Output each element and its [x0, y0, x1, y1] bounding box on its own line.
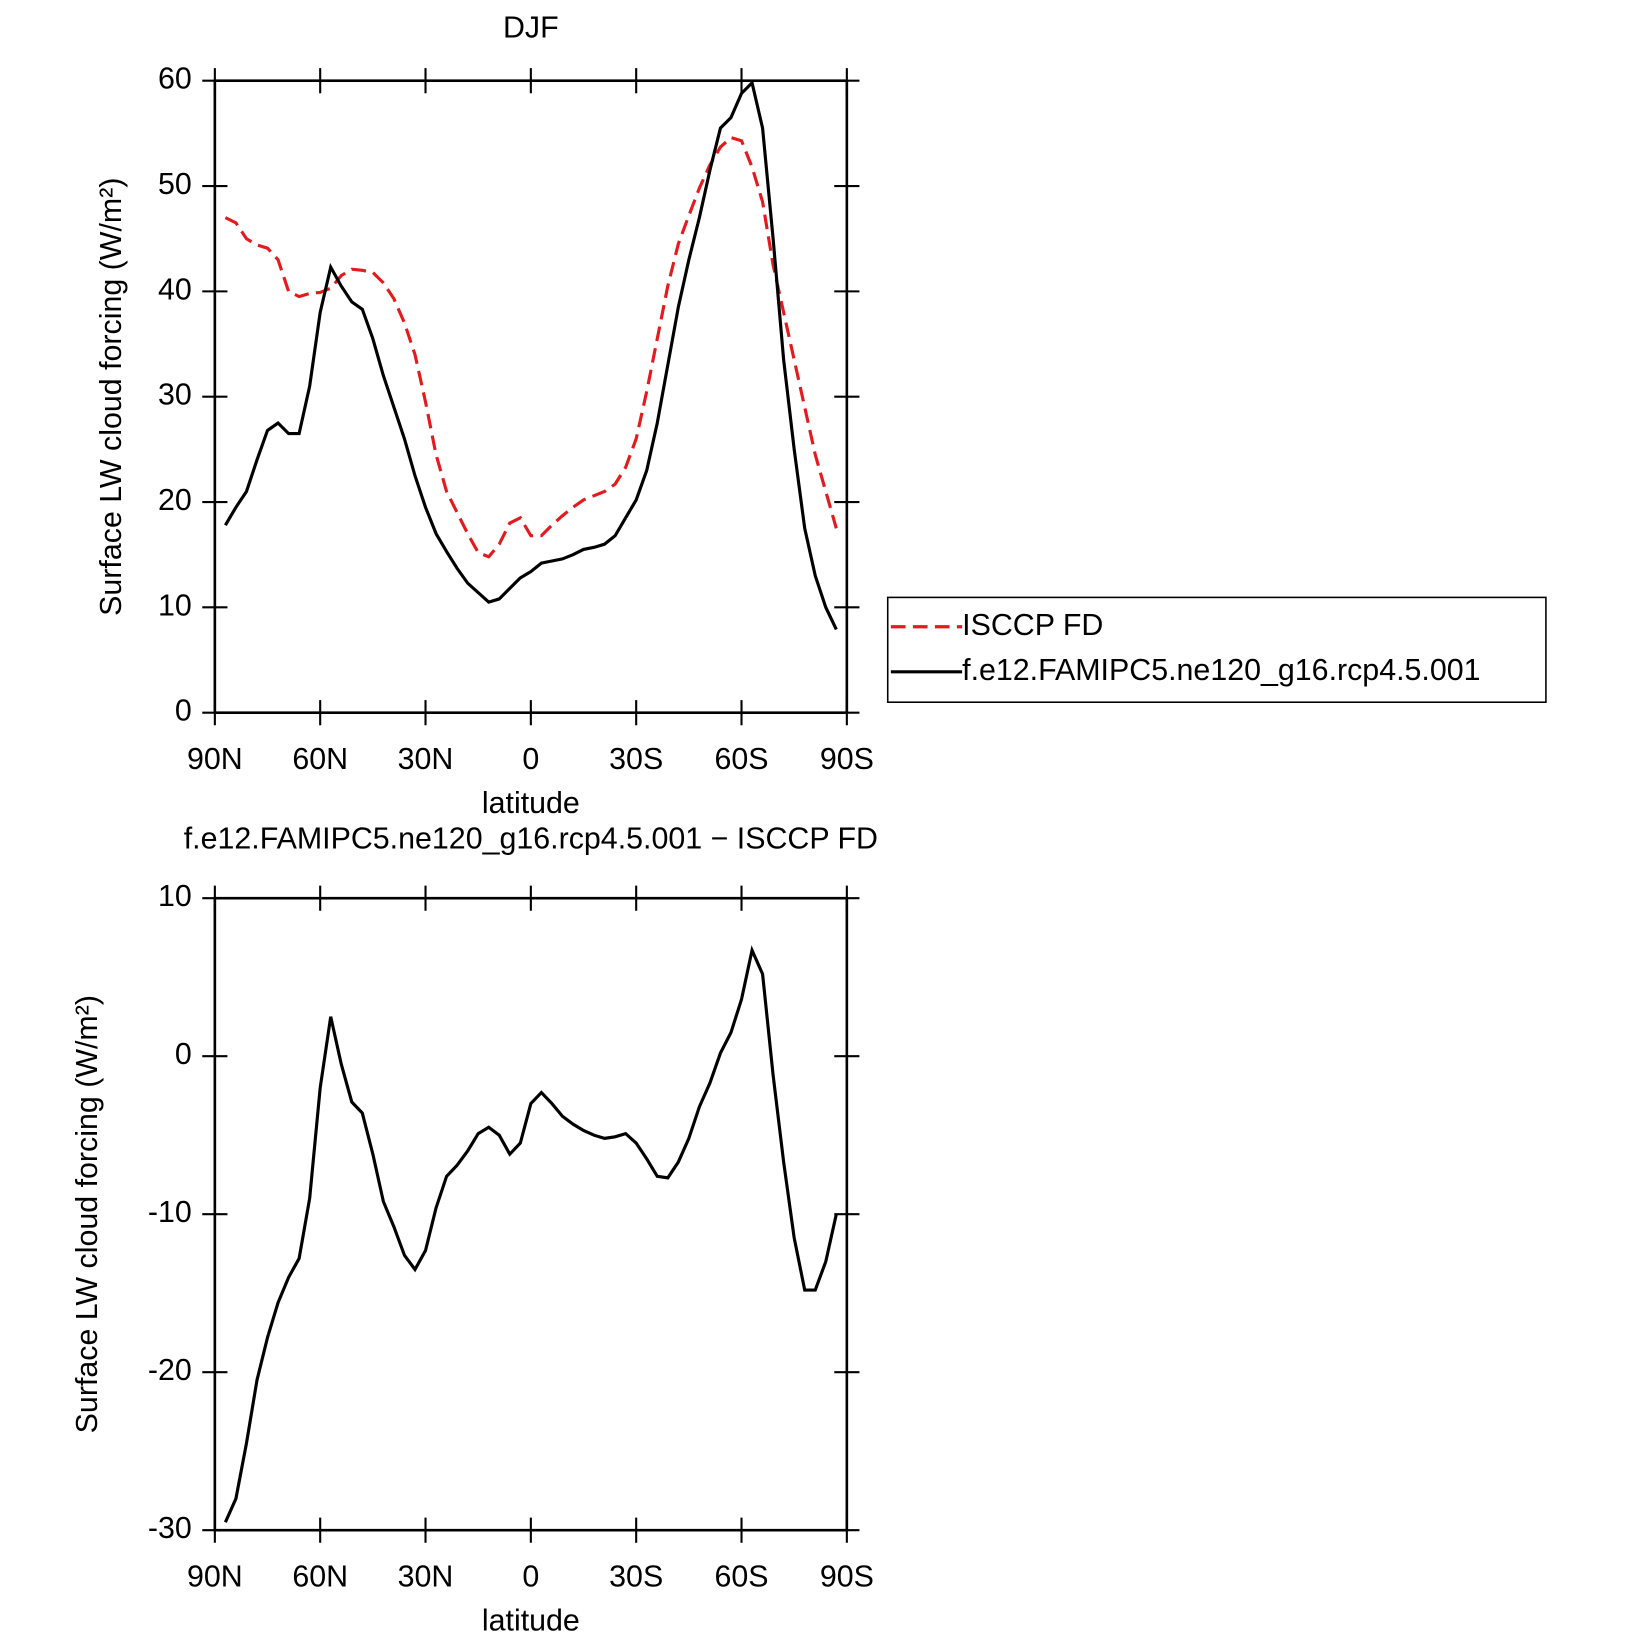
x-tick-label: 30S	[609, 742, 663, 776]
y-tick-label: -30	[148, 1511, 192, 1545]
x-tick-label: 90N	[187, 1559, 243, 1593]
x-tick-label: 60N	[292, 1559, 348, 1593]
plot-frame	[213, 896, 849, 1532]
x-tick-label: 30S	[609, 1559, 663, 1593]
chart-title: DJF	[503, 10, 559, 44]
y-axis-label: Surface LW cloud forcing (W/m²)	[70, 995, 104, 1433]
x-tick-label: 90S	[820, 742, 874, 776]
legend-box	[886, 596, 1547, 703]
series-line	[223, 945, 838, 1523]
x-tick-label: 30N	[398, 742, 454, 776]
x-tick-label: 90S	[820, 1559, 874, 1593]
x-tick-label: 0	[522, 1559, 539, 1593]
y-tick-label: 10	[158, 879, 192, 913]
x-tick-label: 60N	[292, 742, 348, 776]
plot-frame	[213, 79, 849, 715]
y-tick-label: 10	[158, 588, 192, 622]
chart-title: f.e12.FAMIPC5.ne120_g16.rcp4.5.001 − ISC…	[184, 822, 878, 856]
series-line	[224, 79, 838, 631]
y-tick-label: 30	[158, 378, 192, 412]
y-tick-label: -10	[148, 1195, 192, 1229]
x-tick-label: 60S	[714, 1559, 768, 1593]
y-tick-label: 60	[158, 62, 192, 96]
x-tick-label: 0	[522, 742, 539, 776]
y-tick-label: 40	[158, 272, 192, 306]
x-tick-label: 90N	[187, 742, 243, 776]
y-tick-label: 50	[158, 167, 192, 201]
legend-label: ISCCP FD	[962, 608, 1103, 642]
y-tick-label: 0	[175, 1037, 192, 1071]
y-tick-label: 0	[175, 694, 192, 728]
x-tick-label: 30N	[398, 1559, 454, 1593]
x-axis-label: latitude	[482, 1603, 580, 1635]
series-line	[224, 135, 838, 559]
x-axis-label: latitude	[482, 786, 580, 820]
y-axis-label: Surface LW cloud forcing (W/m²)	[94, 178, 128, 616]
y-tick-label: 20	[158, 483, 192, 517]
y-tick-label: -20	[148, 1353, 192, 1387]
x-tick-label: 60S	[714, 742, 768, 776]
legend-label: f.e12.FAMIPC5.ne120_g16.rcp4.5.001	[962, 653, 1480, 687]
